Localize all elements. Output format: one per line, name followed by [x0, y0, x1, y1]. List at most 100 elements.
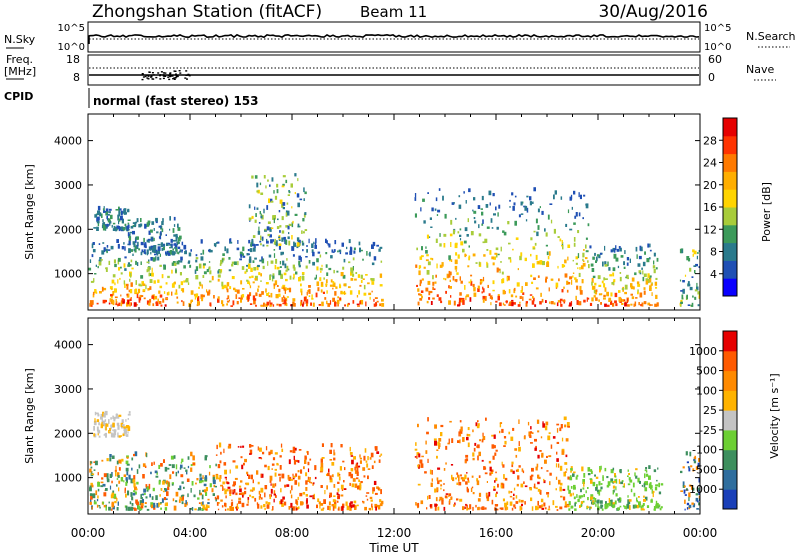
echo-cell: [275, 294, 279, 299]
echo-cell: [225, 478, 227, 481]
echo-cell: [368, 507, 371, 511]
echo-cell: [173, 455, 176, 459]
echo-cell: [230, 305, 233, 307]
echo-cell: [222, 481, 225, 485]
echo-cell: [159, 294, 163, 298]
echo-cell: [206, 505, 210, 508]
echo-cell: [358, 479, 360, 482]
echo-cell: [206, 289, 208, 293]
echo-cell: [276, 266, 280, 270]
echo-cell: [289, 275, 292, 280]
echo-cell: [337, 301, 339, 307]
echo-cell: [684, 499, 686, 504]
echo-cell: [278, 303, 282, 307]
echo-cell: [103, 413, 106, 418]
echo-cell: [339, 474, 341, 476]
echo-cell: [147, 238, 151, 241]
echo-cell: [379, 503, 383, 507]
echo-cell: [332, 499, 336, 503]
echo-cell: [419, 298, 423, 301]
echo-cell: [178, 237, 181, 242]
echo-cell: [521, 468, 524, 472]
echo-cell: [520, 213, 524, 215]
echo-cell: [159, 285, 163, 289]
echo-cell: [140, 218, 142, 223]
echo-cell: [643, 499, 646, 502]
echo-cell: [354, 466, 356, 471]
echo-cell: [103, 492, 107, 497]
echo-cell: [350, 267, 354, 272]
echo-cell: [599, 466, 601, 470]
echo-cell: [572, 275, 574, 278]
echo-cell: [200, 239, 203, 244]
echo-cell: [173, 216, 176, 221]
echo-cell: [248, 258, 252, 263]
echo-cell: [692, 468, 695, 472]
echo-cell: [301, 230, 303, 234]
echo-cell: [629, 258, 631, 263]
echo-cell: [459, 292, 462, 296]
echo-cell: [126, 456, 129, 459]
echo-cell: [514, 220, 517, 226]
echo-cell: [302, 303, 304, 307]
echo-cell: [553, 302, 556, 305]
echo-cell: [112, 429, 114, 432]
echo-cell: [509, 199, 511, 202]
echo-cell: [344, 304, 346, 307]
echo-cell: [627, 499, 631, 504]
echo-cell: [284, 484, 287, 488]
echo-cell: [499, 422, 502, 428]
echo-cell: [158, 480, 161, 485]
echo-cell: [495, 493, 497, 498]
echo-cell: [418, 293, 421, 296]
echo-cell: [350, 468, 354, 472]
echo-cell: [168, 464, 172, 466]
echo-cell: [536, 231, 539, 237]
echo-cell: [619, 276, 622, 282]
echo-cell: [371, 465, 374, 469]
freq-scatter-point: [179, 72, 182, 74]
velocity-colorbar-label: Velocity [m s⁻¹]: [768, 373, 781, 458]
echo-cell: [242, 255, 246, 258]
echo-cell: [439, 233, 441, 237]
echo-cell: [301, 240, 304, 243]
echo-cell: [227, 295, 230, 299]
echo-cell: [443, 489, 445, 492]
echo-cell: [430, 482, 433, 487]
echo-cell: [271, 278, 274, 282]
echo-cell: [643, 483, 646, 488]
echo-cell: [570, 470, 572, 473]
echo-cell: [360, 481, 363, 484]
echo-cell: [153, 237, 155, 242]
echo-cell: [367, 456, 369, 461]
echo-cell: [157, 246, 161, 251]
echo-cell: [453, 202, 455, 204]
echo-cell: [534, 438, 537, 442]
echo-cell: [583, 249, 585, 251]
echo-cell: [260, 235, 262, 241]
echo-cell: [306, 504, 309, 509]
echo-cell: [313, 482, 315, 485]
colorbar-swatch: [723, 260, 737, 279]
echo-cell: [488, 460, 492, 464]
echo-cell: [107, 249, 111, 251]
echo-cell: [298, 449, 302, 451]
echo-cell: [299, 239, 301, 245]
echo-cell: [474, 442, 477, 446]
echo-cell: [117, 425, 120, 430]
colorbar-tick-label: 20: [703, 179, 717, 192]
echo-cell: [141, 249, 144, 253]
echo-cell: [376, 451, 380, 454]
echo-cell: [297, 496, 299, 500]
echo-cell: [349, 446, 351, 452]
echo-cell: [449, 499, 451, 503]
echo-cell: [627, 495, 629, 498]
freq-panel-frame: [87, 54, 701, 86]
echo-cell: [612, 272, 615, 277]
echo-cell: [130, 492, 133, 497]
echo-cell: [634, 472, 636, 477]
echo-cell: [555, 505, 558, 508]
echo-cell: [425, 259, 429, 262]
echo-cell: [128, 264, 132, 267]
